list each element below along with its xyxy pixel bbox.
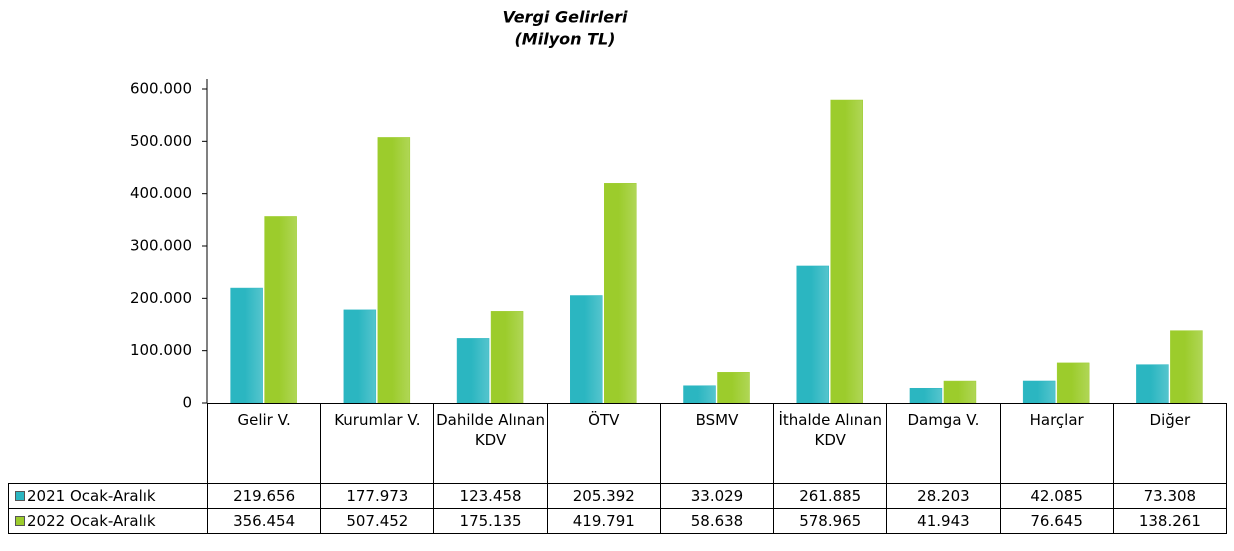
bar (230, 287, 263, 404)
series-row: 2022 Ocak-Aralık 356.454 507.452 175.135 419… (8, 508, 1227, 534)
y-tick-label: 200.000 (130, 289, 192, 307)
value-label: 578.965 (773, 508, 888, 534)
value-label: 58.638 (659, 508, 775, 534)
bar (456, 338, 490, 404)
category-label: Harçlar (999, 403, 1114, 484)
bar (796, 265, 829, 404)
bar (909, 387, 943, 404)
bar (1056, 362, 1090, 404)
series-row: 2021 Ocak-Aralık 219.656 177.973 123.458 205… (8, 483, 1227, 509)
bar (1022, 380, 1056, 404)
data-table: Gelir V. Kurumlar V. Dahilde Alınan KDV ÖTV… (8, 403, 1227, 534)
value-label: 175.135 (433, 508, 548, 534)
bar (264, 216, 297, 404)
value-label: 205.392 (546, 483, 661, 509)
value-label: 42.085 (999, 483, 1114, 509)
value-label: 41.943 (886, 508, 1001, 534)
bar (717, 372, 750, 404)
value-label: 177.973 (320, 483, 435, 509)
value-label: 123.458 (433, 483, 548, 509)
legend-label: 2022 Ocak-Aralık (27, 512, 156, 530)
category-label: Kurumlar V. (320, 403, 435, 484)
category-label: Damga V. (886, 403, 1001, 484)
value-label: 356.454 (206, 508, 322, 534)
category-label: Gelir V. (206, 403, 322, 484)
value-label: 73.308 (1112, 483, 1227, 509)
legend-cell: 2022 Ocak-Aralık (8, 508, 208, 534)
value-label: 33.029 (659, 483, 775, 509)
bar (1136, 364, 1169, 404)
corner (8, 403, 208, 484)
value-label: 28.203 (886, 483, 1001, 509)
bar (1170, 330, 1203, 404)
y-tick-label: 600.000 (130, 80, 192, 98)
bar (830, 99, 863, 404)
legend-cell: 2021 Ocak-Aralık (8, 483, 208, 509)
value-label: 138.261 (1112, 508, 1227, 534)
y-tick-label: 400.000 (130, 184, 192, 202)
category-label: Diğer (1112, 403, 1227, 484)
y-tick-label: 0 (182, 394, 192, 412)
y-tick-label: 100.000 (130, 341, 192, 359)
category-label: İthalde Alınan KDV (773, 403, 888, 484)
category-label: Dahilde Alınan KDV (433, 403, 548, 484)
bar (343, 309, 377, 404)
value-label: 76.645 (999, 508, 1114, 534)
bar (490, 311, 524, 404)
value-label: 219.656 (206, 483, 322, 509)
chart-title: Vergi Gelirleri (502, 8, 628, 27)
value-label: 507.452 (320, 508, 435, 534)
bar (570, 295, 603, 404)
y-tick-label: 300.000 (130, 237, 192, 255)
legend-label: 2021 Ocak-Aralık (27, 487, 156, 505)
chart-subtitle: (Milyon TL) (514, 30, 615, 49)
bar (377, 137, 411, 404)
header-row: Gelir V. Kurumlar V. Dahilde Alınan KDV ÖTV… (8, 403, 1227, 484)
bar (943, 380, 977, 404)
bar (683, 385, 716, 404)
legend-key (15, 516, 25, 526)
y-tick-label: 500.000 (130, 132, 192, 150)
value-label: 419.791 (546, 508, 661, 534)
value-label: 261.885 (773, 483, 888, 509)
bar (604, 183, 637, 404)
legend-key (15, 491, 25, 501)
category-label: ÖTV (546, 403, 661, 484)
category-label: BSMV (659, 403, 775, 484)
